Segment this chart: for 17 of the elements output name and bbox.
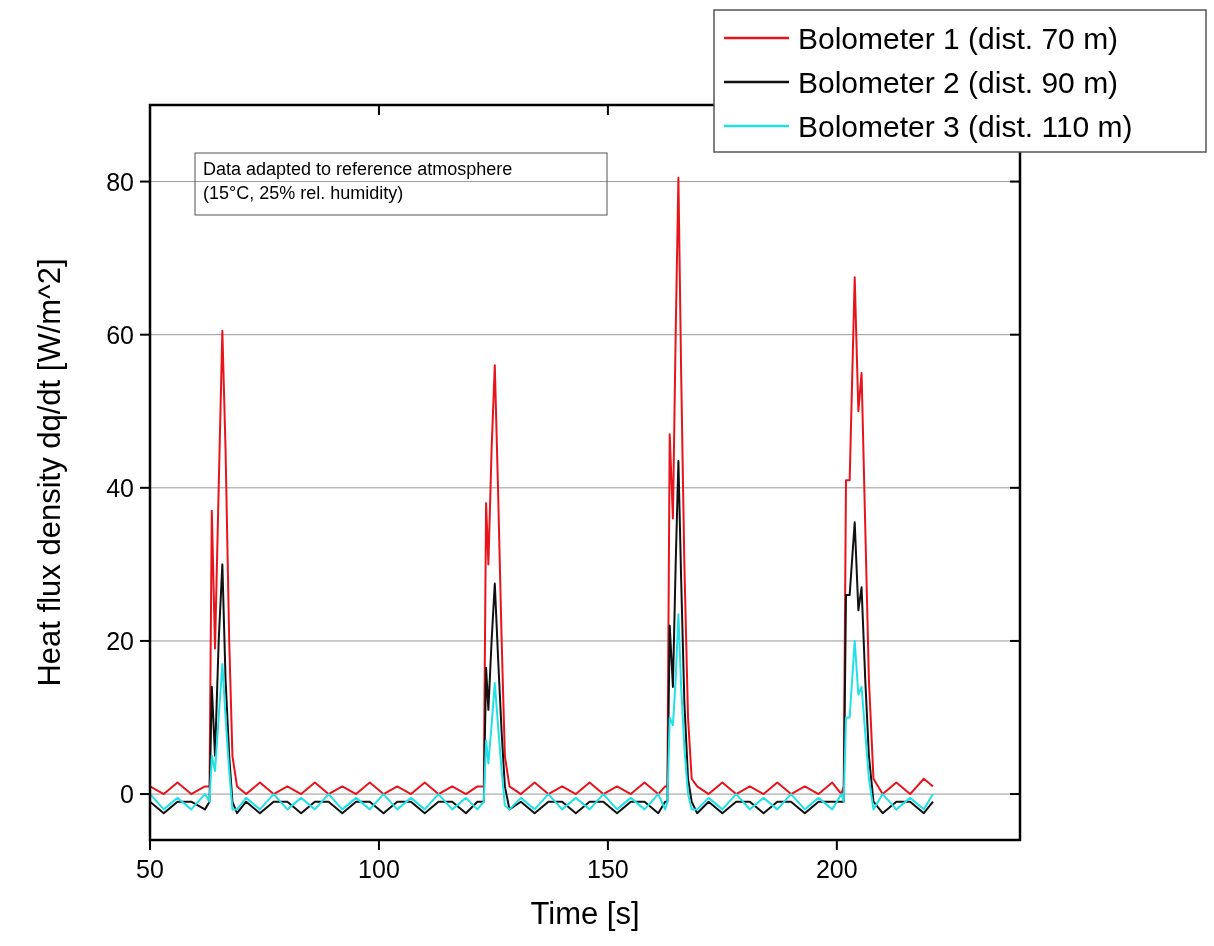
x-tick-label: 150 [587, 855, 629, 883]
legend-label: Bolometer 3 (dist. 110 m) [798, 110, 1133, 143]
y-tick-label: 80 [106, 167, 134, 196]
y-tick-label: 40 [106, 473, 134, 502]
legend-label: Bolometer 2 (dist. 90 m) [798, 66, 1119, 99]
y-tick-label: 60 [106, 320, 134, 349]
y-tick-label: 20 [106, 626, 134, 655]
y-axis-title: Heat flux density dq/dt [W/m^2] [32, 258, 67, 687]
annotation: Data adapted to reference atmosphere (15°C, 25% rel. humidity) [203, 159, 513, 203]
y-tick-label: 0 [120, 780, 134, 809]
x-axis-title: Time [s] [530, 896, 640, 931]
line-series [150, 613, 934, 811]
x-tick-label: 50 [136, 855, 164, 883]
x-tick-label: 100 [358, 855, 400, 883]
x-tick-label: 200 [815, 855, 858, 883]
line-series [150, 460, 934, 815]
legend-label: Bolometer 1 (dist. 70 m) [798, 22, 1119, 55]
